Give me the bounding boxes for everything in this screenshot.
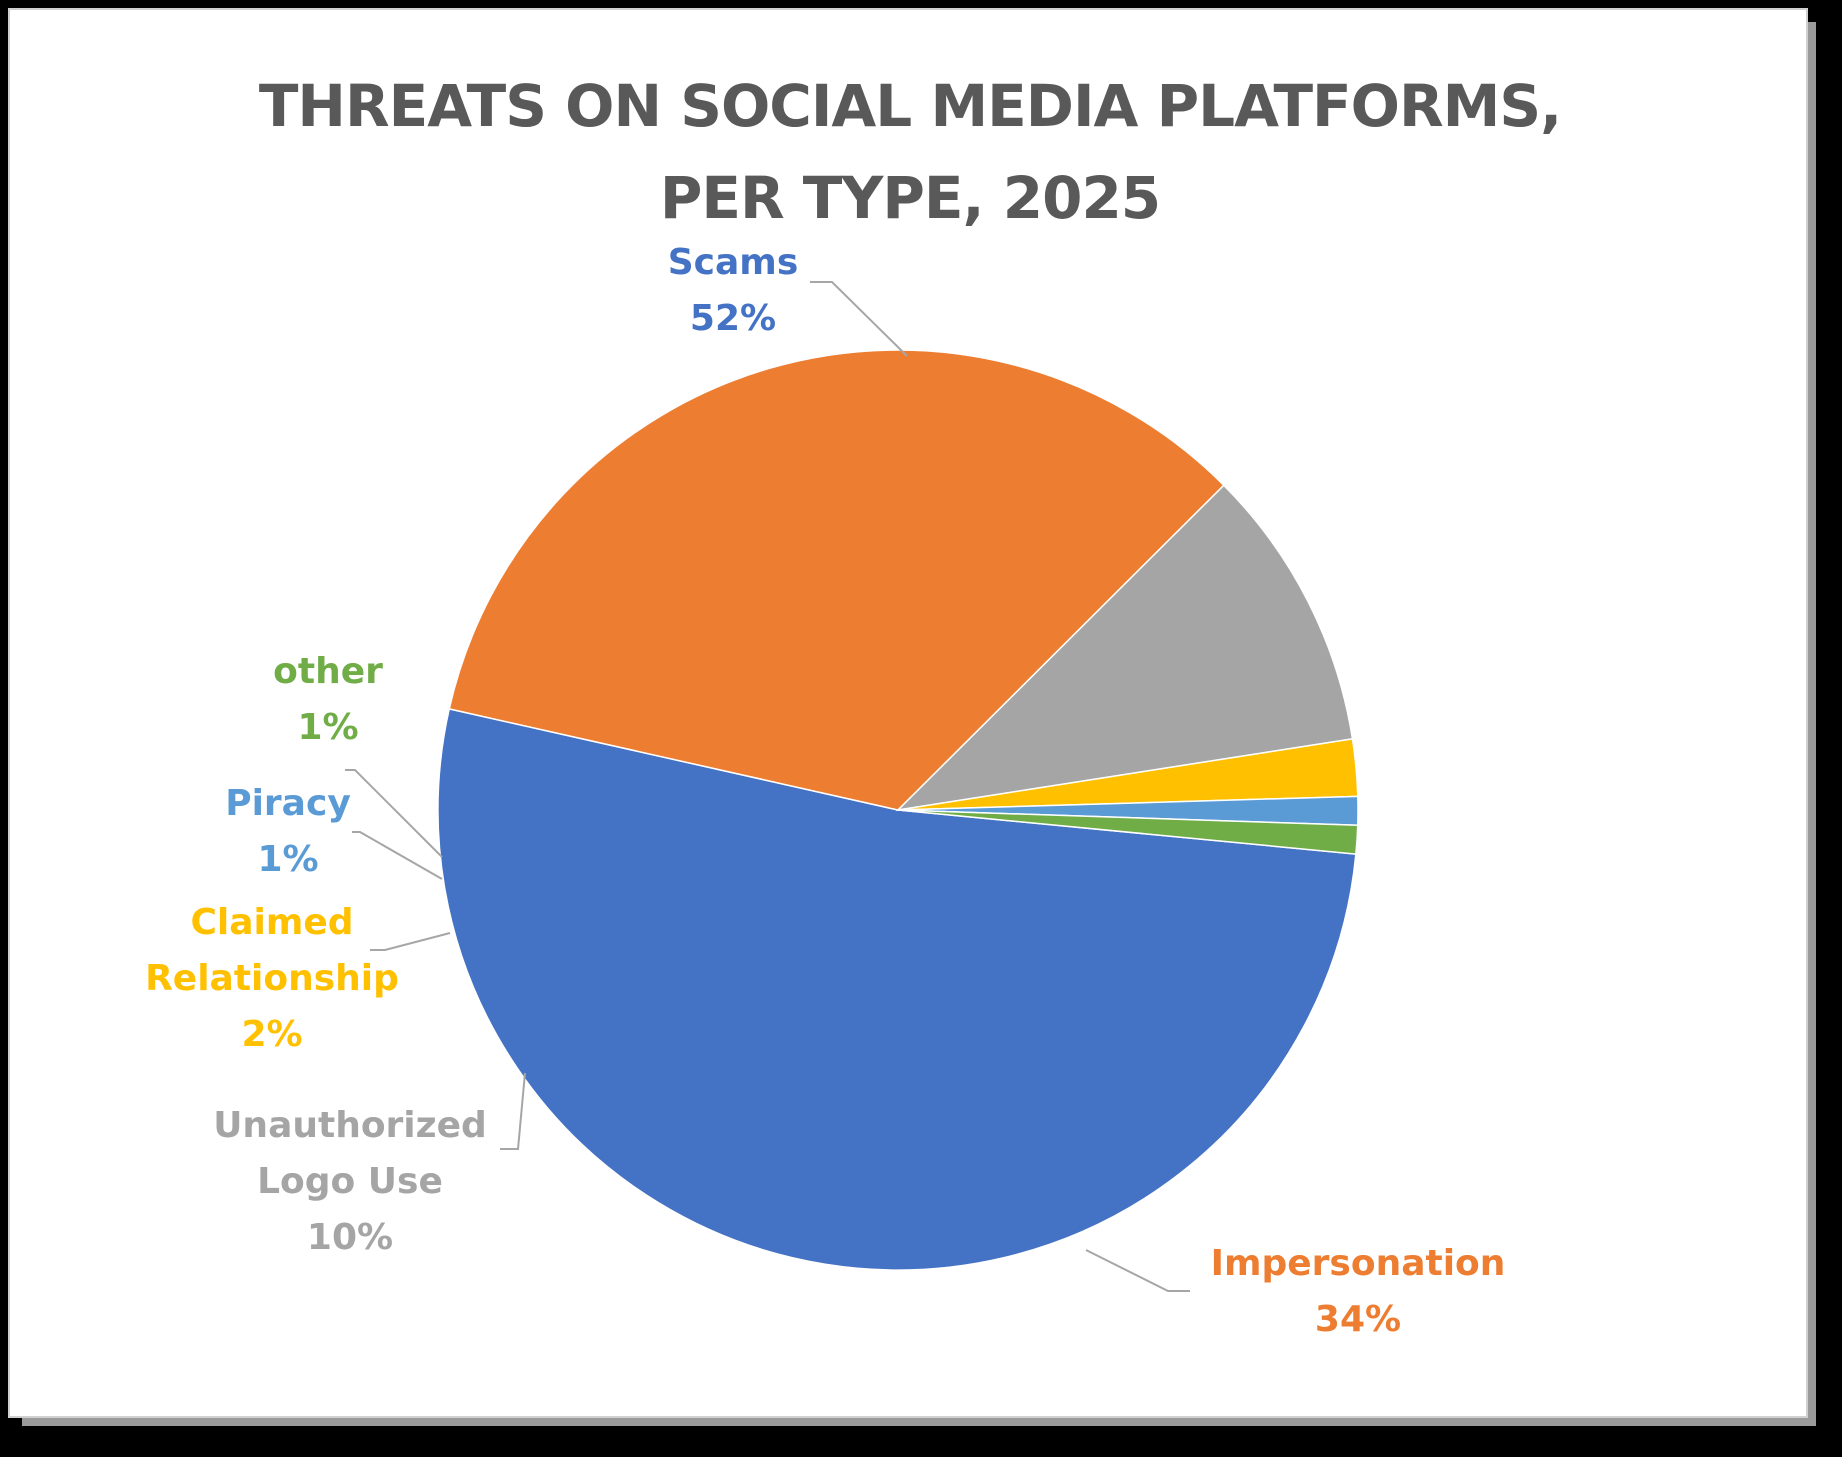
data-label-value: 1%	[257, 839, 318, 880]
data-label-value: 10%	[307, 1217, 393, 1258]
chart-title: THREATS ON SOCIAL MEDIA PLATFORMS, PER T…	[10, 60, 1810, 244]
leader-lines	[345, 281, 1190, 1292]
chart-title-line-2: PER TYPE, 2025	[659, 164, 1161, 232]
leader-line	[500, 1072, 526, 1150]
leader-line	[370, 932, 451, 951]
data-label-category: Piracy	[225, 783, 351, 824]
frame-shadow-right	[1808, 22, 1816, 1418]
data-label-category: Scams	[668, 242, 799, 283]
frame-shadow-bottom	[22, 1418, 1816, 1426]
pie-chart: Scams 52% Impersonation 34% Unauthorized Logo…	[145, 242, 1505, 1340]
data-label-value: 52%	[690, 298, 776, 339]
data-labels: Scams 52% Impersonation 34% Unauthorized Logo…	[145, 242, 1505, 1340]
pie-slice-impersonation	[448, 349, 1225, 811]
pie-slice-scams	[437, 707, 1357, 1271]
leader-line	[1085, 1249, 1190, 1292]
data-label-category: Unauthorized	[213, 1105, 487, 1146]
leader-line	[352, 831, 443, 880]
data-label-value: 34%	[1315, 1299, 1401, 1340]
pie-slices	[437, 349, 1359, 1271]
leader-line	[345, 769, 443, 858]
chart-title-line-1: THREATS ON SOCIAL MEDIA PLATFORMS,	[258, 72, 1562, 140]
data-label-value: 1%	[297, 707, 358, 748]
data-label-category: Claimed	[190, 902, 353, 943]
leader-line	[810, 281, 908, 357]
chart-area: THREATS ON SOCIAL MEDIA PLATFORMS, PER T…	[8, 8, 1808, 1418]
data-label-category: Impersonation	[1211, 1243, 1506, 1284]
data-label-category: Relationship	[145, 958, 399, 999]
pie-slice-unauthorized-logo-use	[895, 484, 1354, 812]
data-label-category: Logo Use	[257, 1161, 443, 1202]
data-label-value: 2%	[241, 1014, 302, 1055]
data-label-category: other	[273, 651, 383, 692]
pie-slice-other	[897, 809, 1359, 855]
